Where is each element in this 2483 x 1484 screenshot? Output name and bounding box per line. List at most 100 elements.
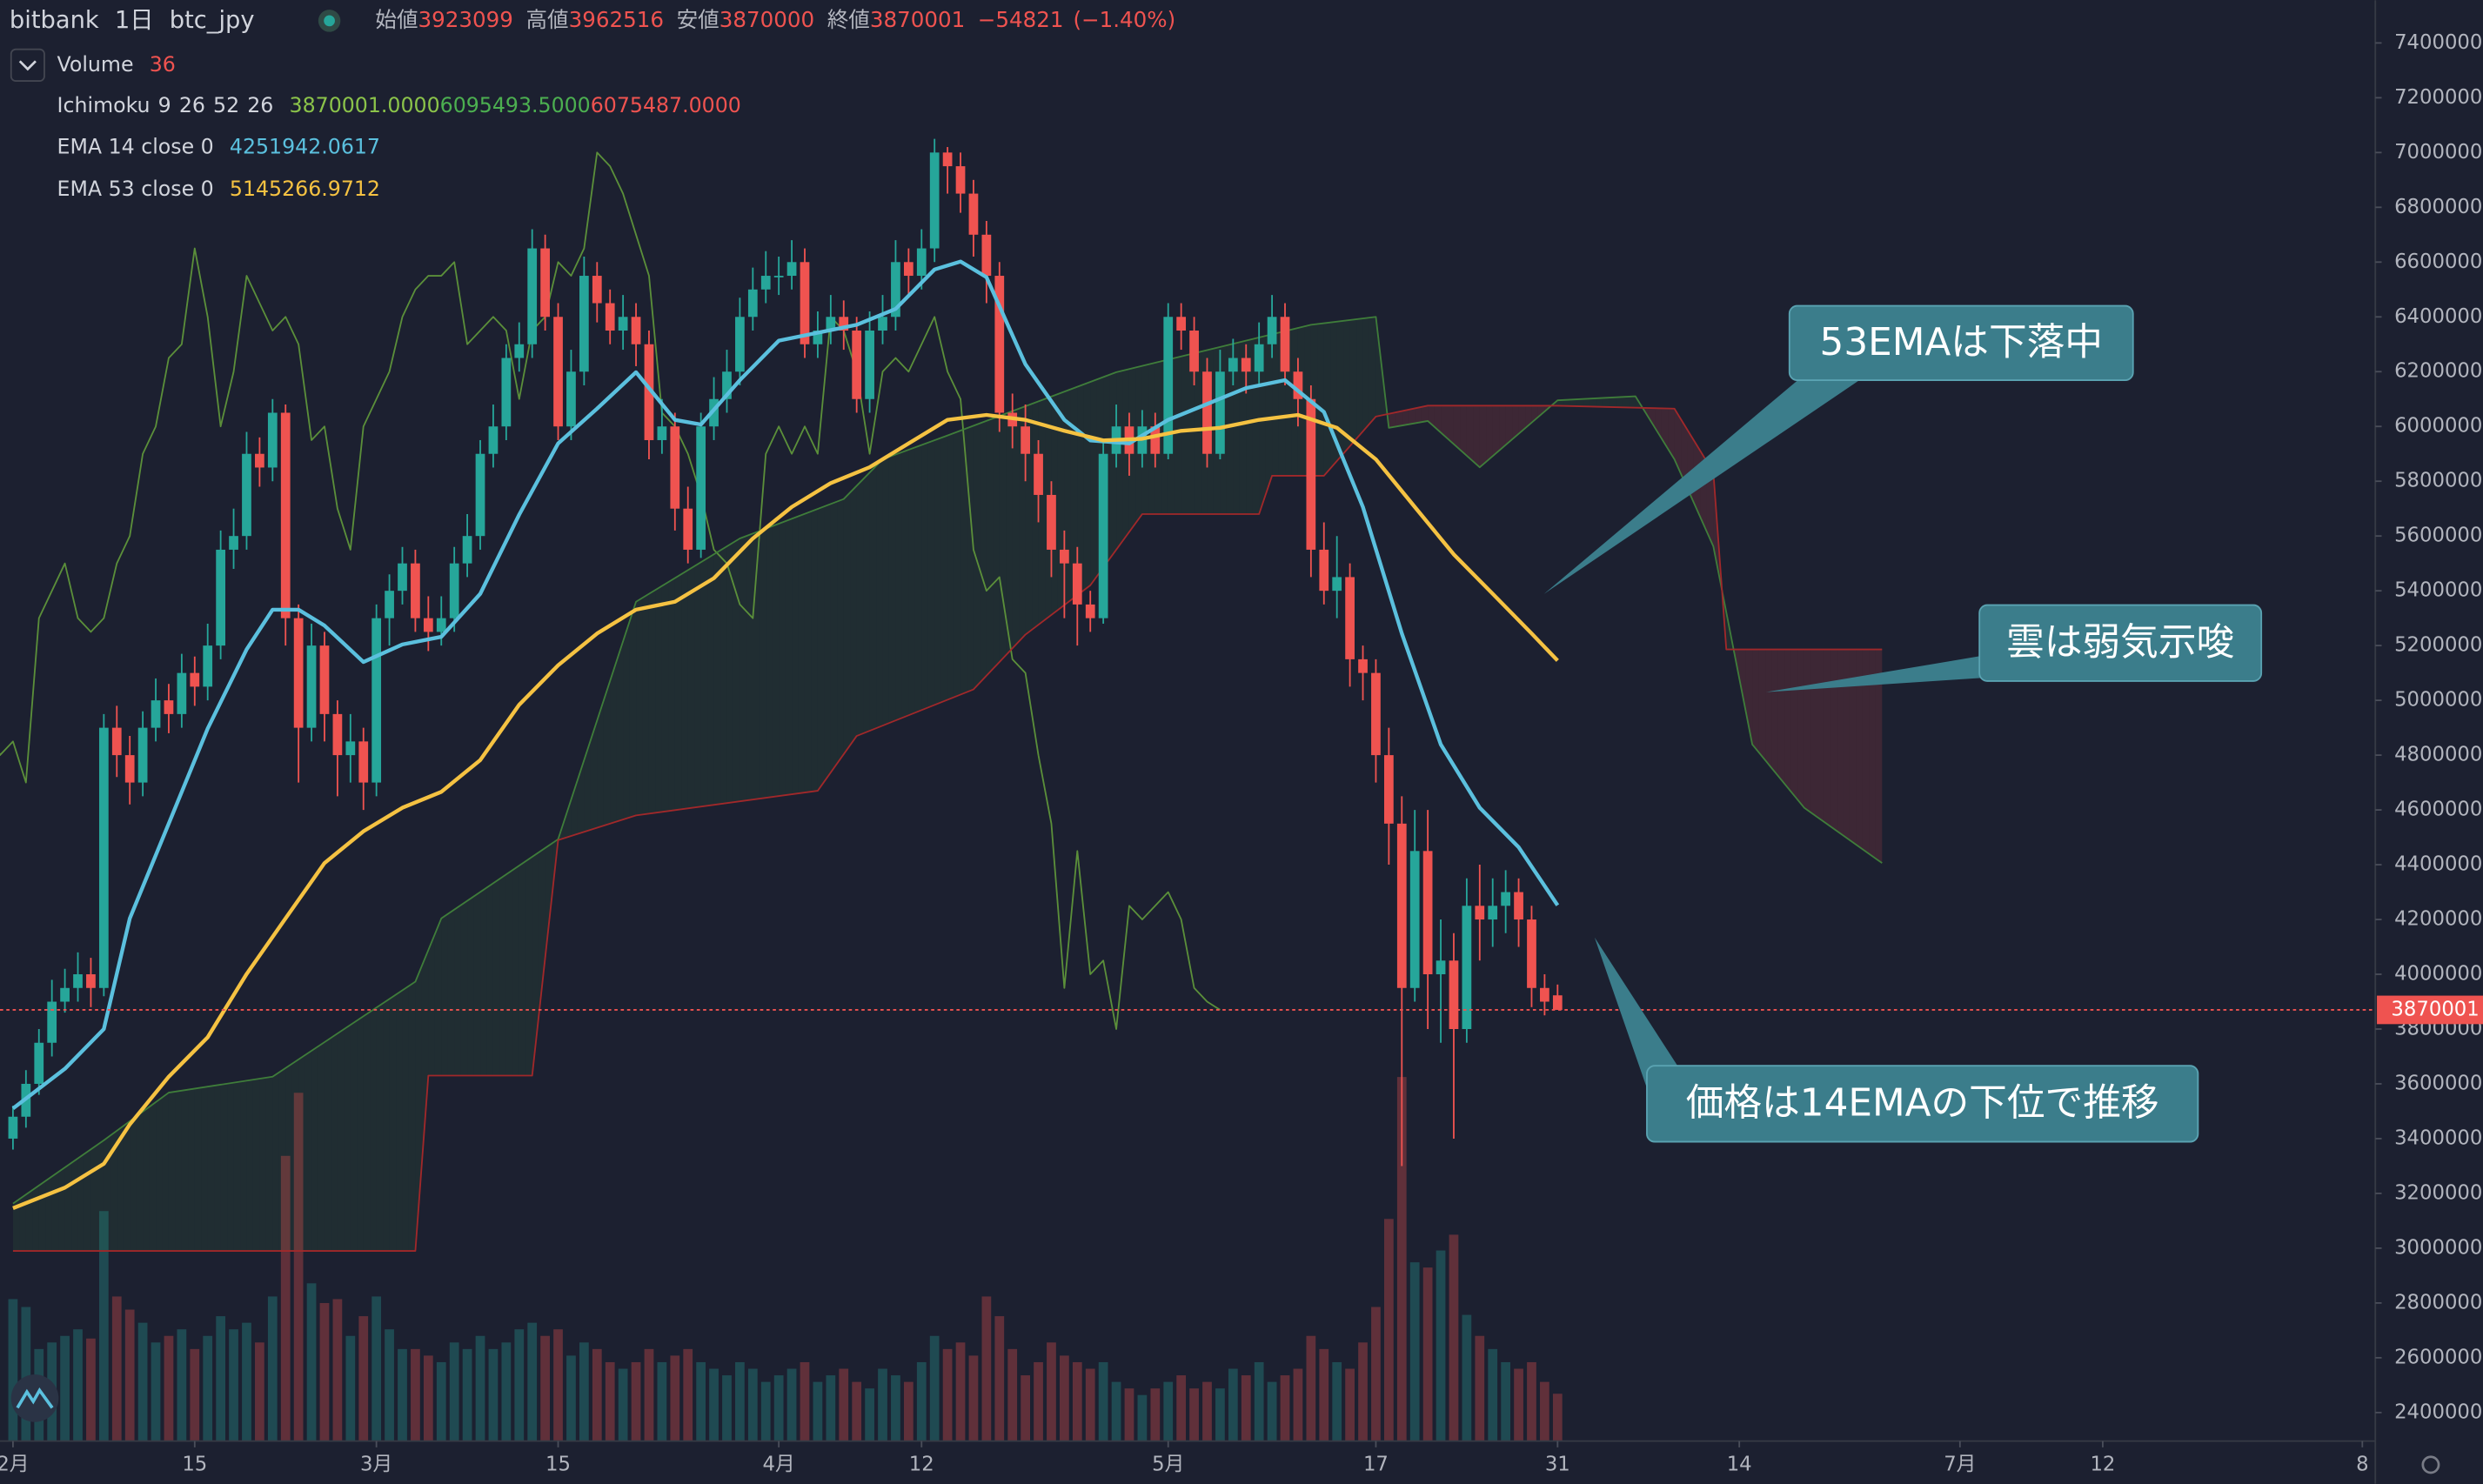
cloud <box>661 582 669 812</box>
volume-bar <box>319 1302 330 1441</box>
candle-body <box>1163 317 1174 454</box>
volume-bar <box>1332 1361 1342 1441</box>
volume-bar <box>190 1348 200 1441</box>
cloud <box>1265 334 1273 495</box>
cloud <box>856 478 864 737</box>
candle-body <box>488 426 499 454</box>
cloud <box>130 1116 137 1252</box>
cloud <box>84 1149 91 1252</box>
candle-body <box>462 536 472 564</box>
legend-param: 52 <box>213 93 239 117</box>
volume-bar <box>1228 1368 1238 1441</box>
volume-bar <box>579 1342 589 1441</box>
cloud <box>766 525 773 799</box>
cloud <box>1596 398 1603 407</box>
cloud <box>863 472 870 734</box>
volume-bar <box>826 1375 836 1441</box>
cloud <box>1473 405 1480 468</box>
cloud <box>434 918 442 1076</box>
cloud <box>1681 418 1688 489</box>
cloud <box>1603 398 1610 407</box>
cloud <box>220 1083 228 1252</box>
candle-body <box>385 591 394 618</box>
candle-body <box>98 727 109 988</box>
change-pct: (−1.40%) <box>1073 7 1175 32</box>
volume-bar <box>605 1361 615 1441</box>
cloud <box>1336 320 1344 461</box>
candle-body <box>306 645 317 728</box>
cloud <box>1862 649 1870 854</box>
cloud <box>1395 411 1402 427</box>
y-tick-label: 7000000 <box>2394 141 2482 164</box>
volume-bar <box>1072 1361 1082 1441</box>
candle-body <box>1060 549 1069 564</box>
y-tick-label: 5200000 <box>2394 634 2482 657</box>
cloud <box>1576 398 1584 407</box>
cloud <box>240 1080 247 1252</box>
volume-bar <box>1189 1388 1199 1441</box>
volume-bar <box>1409 1262 1420 1441</box>
cloud <box>947 432 954 700</box>
volume-bar <box>514 1329 525 1441</box>
cloud <box>1771 649 1778 777</box>
cloud <box>811 509 818 792</box>
volume-bar <box>878 1368 887 1441</box>
cloud <box>986 418 994 676</box>
cloud <box>1843 649 1850 840</box>
volume-bar <box>631 1361 641 1441</box>
volume-bar <box>813 1381 823 1441</box>
candle-body <box>124 755 135 783</box>
volume-bar <box>306 1283 317 1441</box>
cloud <box>1090 379 1097 585</box>
volume-bar <box>760 1381 771 1441</box>
cloud <box>1777 649 1785 785</box>
cloud <box>51 1172 59 1252</box>
candle-body <box>852 331 862 399</box>
cloud <box>1453 405 1461 451</box>
legend-name: EMA 14 close 0 <box>57 134 214 158</box>
cloud <box>1537 405 1545 418</box>
x-tick-label: 12 <box>909 1453 934 1475</box>
volume-bar <box>540 1335 550 1441</box>
cloud <box>1356 318 1363 439</box>
cloud <box>674 573 682 811</box>
volume-bar <box>592 1348 602 1441</box>
cloud <box>25 1189 33 1252</box>
cloud <box>914 445 922 713</box>
cloud <box>1466 405 1474 462</box>
candle-body <box>1371 672 1381 756</box>
cloud <box>1739 649 1746 712</box>
candle-body <box>398 563 407 592</box>
legend-toggle[interactable] <box>10 48 45 82</box>
cloud <box>1083 382 1091 591</box>
volume-bar <box>839 1368 849 1441</box>
ohlc-line: 始値3923099 高値3962516 安値3870000 終値3870001 −548… <box>375 7 1175 32</box>
y-tick-label: 6600000 <box>2394 251 2482 273</box>
y-tick-label: 7200000 <box>2394 86 2482 109</box>
cloud <box>967 425 974 692</box>
volume-bar <box>903 1381 914 1441</box>
volume-bar <box>398 1348 407 1441</box>
cloud <box>713 550 721 806</box>
settings-icon[interactable] <box>2421 1455 2440 1474</box>
cloud <box>681 570 688 810</box>
cloud <box>1369 317 1376 424</box>
candle-body <box>1422 851 1433 975</box>
x-tick-label: 15 <box>182 1453 207 1475</box>
cloud <box>694 562 701 808</box>
ohlc-value: 3870000 <box>719 7 814 32</box>
volume-bar <box>994 1316 1005 1441</box>
volume-bar <box>1527 1361 1536 1441</box>
cloud <box>1434 405 1442 433</box>
cloud <box>1557 399 1564 406</box>
x-tick-label: 8 <box>2356 1453 2368 1475</box>
x-tick-label: 2月 <box>0 1453 30 1475</box>
cloud <box>1038 398 1046 625</box>
cloud <box>1583 398 1590 407</box>
volume-bar <box>423 1355 433 1441</box>
candle-body <box>190 672 200 687</box>
volume-bar <box>488 1348 499 1441</box>
header-line: bitbank 1日 btc_jpy <box>10 6 255 33</box>
cloud <box>136 1111 144 1252</box>
